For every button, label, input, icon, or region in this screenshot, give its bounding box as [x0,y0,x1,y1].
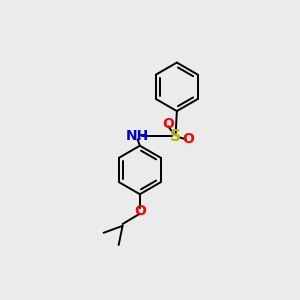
Text: O: O [134,204,146,218]
Text: NH: NH [126,130,149,143]
Text: O: O [162,117,174,131]
Text: S: S [170,129,181,144]
Text: O: O [182,132,194,146]
